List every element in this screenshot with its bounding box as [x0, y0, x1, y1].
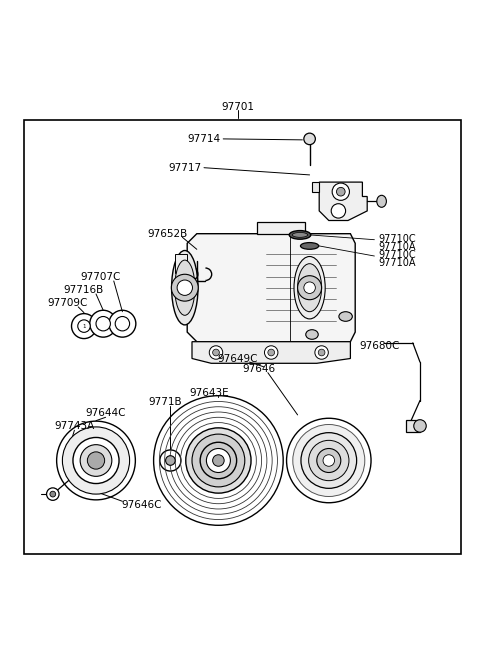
- Circle shape: [332, 183, 349, 200]
- Ellipse shape: [175, 260, 195, 315]
- Text: 1: 1: [82, 324, 86, 328]
- Circle shape: [166, 456, 175, 465]
- Ellipse shape: [298, 263, 322, 311]
- Circle shape: [301, 433, 357, 488]
- Polygon shape: [192, 342, 350, 363]
- Circle shape: [298, 276, 322, 300]
- Circle shape: [73, 438, 119, 484]
- Circle shape: [57, 421, 135, 500]
- Text: 97680C: 97680C: [359, 341, 399, 351]
- Ellipse shape: [289, 231, 311, 239]
- Circle shape: [264, 346, 278, 359]
- Circle shape: [115, 317, 130, 331]
- Circle shape: [80, 445, 112, 476]
- Circle shape: [331, 204, 346, 218]
- Circle shape: [160, 450, 181, 471]
- Text: 97717: 97717: [168, 163, 202, 173]
- Circle shape: [200, 442, 237, 479]
- Text: 97714: 97714: [188, 134, 221, 144]
- Text: 97710C: 97710C: [378, 234, 416, 244]
- Circle shape: [96, 317, 110, 331]
- Circle shape: [209, 346, 223, 359]
- Circle shape: [268, 349, 275, 356]
- Circle shape: [90, 310, 117, 337]
- Circle shape: [78, 320, 90, 332]
- Circle shape: [192, 434, 245, 487]
- Circle shape: [154, 396, 283, 526]
- Text: 97710A: 97710A: [378, 258, 416, 268]
- Circle shape: [109, 310, 136, 337]
- Text: 97643E: 97643E: [189, 388, 228, 398]
- Ellipse shape: [306, 330, 318, 339]
- Polygon shape: [319, 182, 367, 221]
- Circle shape: [293, 424, 365, 497]
- Circle shape: [287, 419, 371, 503]
- Circle shape: [47, 488, 59, 501]
- Circle shape: [414, 420, 426, 432]
- Text: 97646C: 97646C: [121, 500, 162, 510]
- Text: 97644C: 97644C: [85, 409, 126, 419]
- Polygon shape: [257, 221, 305, 234]
- Text: 97709C: 97709C: [47, 298, 87, 308]
- Ellipse shape: [300, 242, 319, 249]
- Circle shape: [304, 282, 315, 294]
- Ellipse shape: [292, 233, 308, 237]
- Text: 97652B: 97652B: [147, 229, 187, 239]
- Text: 97701: 97701: [221, 102, 254, 112]
- Text: 97710C: 97710C: [378, 250, 416, 260]
- Circle shape: [72, 313, 96, 338]
- Circle shape: [213, 349, 219, 356]
- Circle shape: [323, 455, 335, 466]
- Ellipse shape: [172, 250, 198, 325]
- Circle shape: [62, 427, 130, 494]
- Circle shape: [304, 133, 315, 145]
- Ellipse shape: [339, 311, 352, 321]
- Polygon shape: [175, 254, 187, 273]
- Circle shape: [50, 491, 56, 497]
- Circle shape: [213, 455, 224, 466]
- Polygon shape: [187, 234, 355, 342]
- Text: 97646: 97646: [242, 364, 276, 374]
- Circle shape: [206, 449, 230, 472]
- Circle shape: [177, 280, 192, 296]
- Text: 97716B: 97716B: [64, 285, 104, 295]
- Circle shape: [87, 452, 105, 469]
- Circle shape: [186, 428, 251, 493]
- Text: 97707C: 97707C: [81, 272, 121, 282]
- Circle shape: [309, 440, 349, 481]
- Circle shape: [318, 349, 325, 356]
- Ellipse shape: [294, 256, 325, 319]
- Text: 97743A: 97743A: [54, 421, 95, 431]
- Text: 97710A: 97710A: [378, 242, 416, 252]
- Text: 9771B: 9771B: [149, 397, 182, 407]
- Circle shape: [315, 346, 328, 359]
- Polygon shape: [406, 420, 420, 432]
- Text: 97649C: 97649C: [217, 353, 258, 364]
- Circle shape: [317, 449, 341, 472]
- Ellipse shape: [377, 195, 386, 208]
- Circle shape: [171, 274, 198, 301]
- Polygon shape: [312, 182, 319, 192]
- Circle shape: [336, 187, 345, 196]
